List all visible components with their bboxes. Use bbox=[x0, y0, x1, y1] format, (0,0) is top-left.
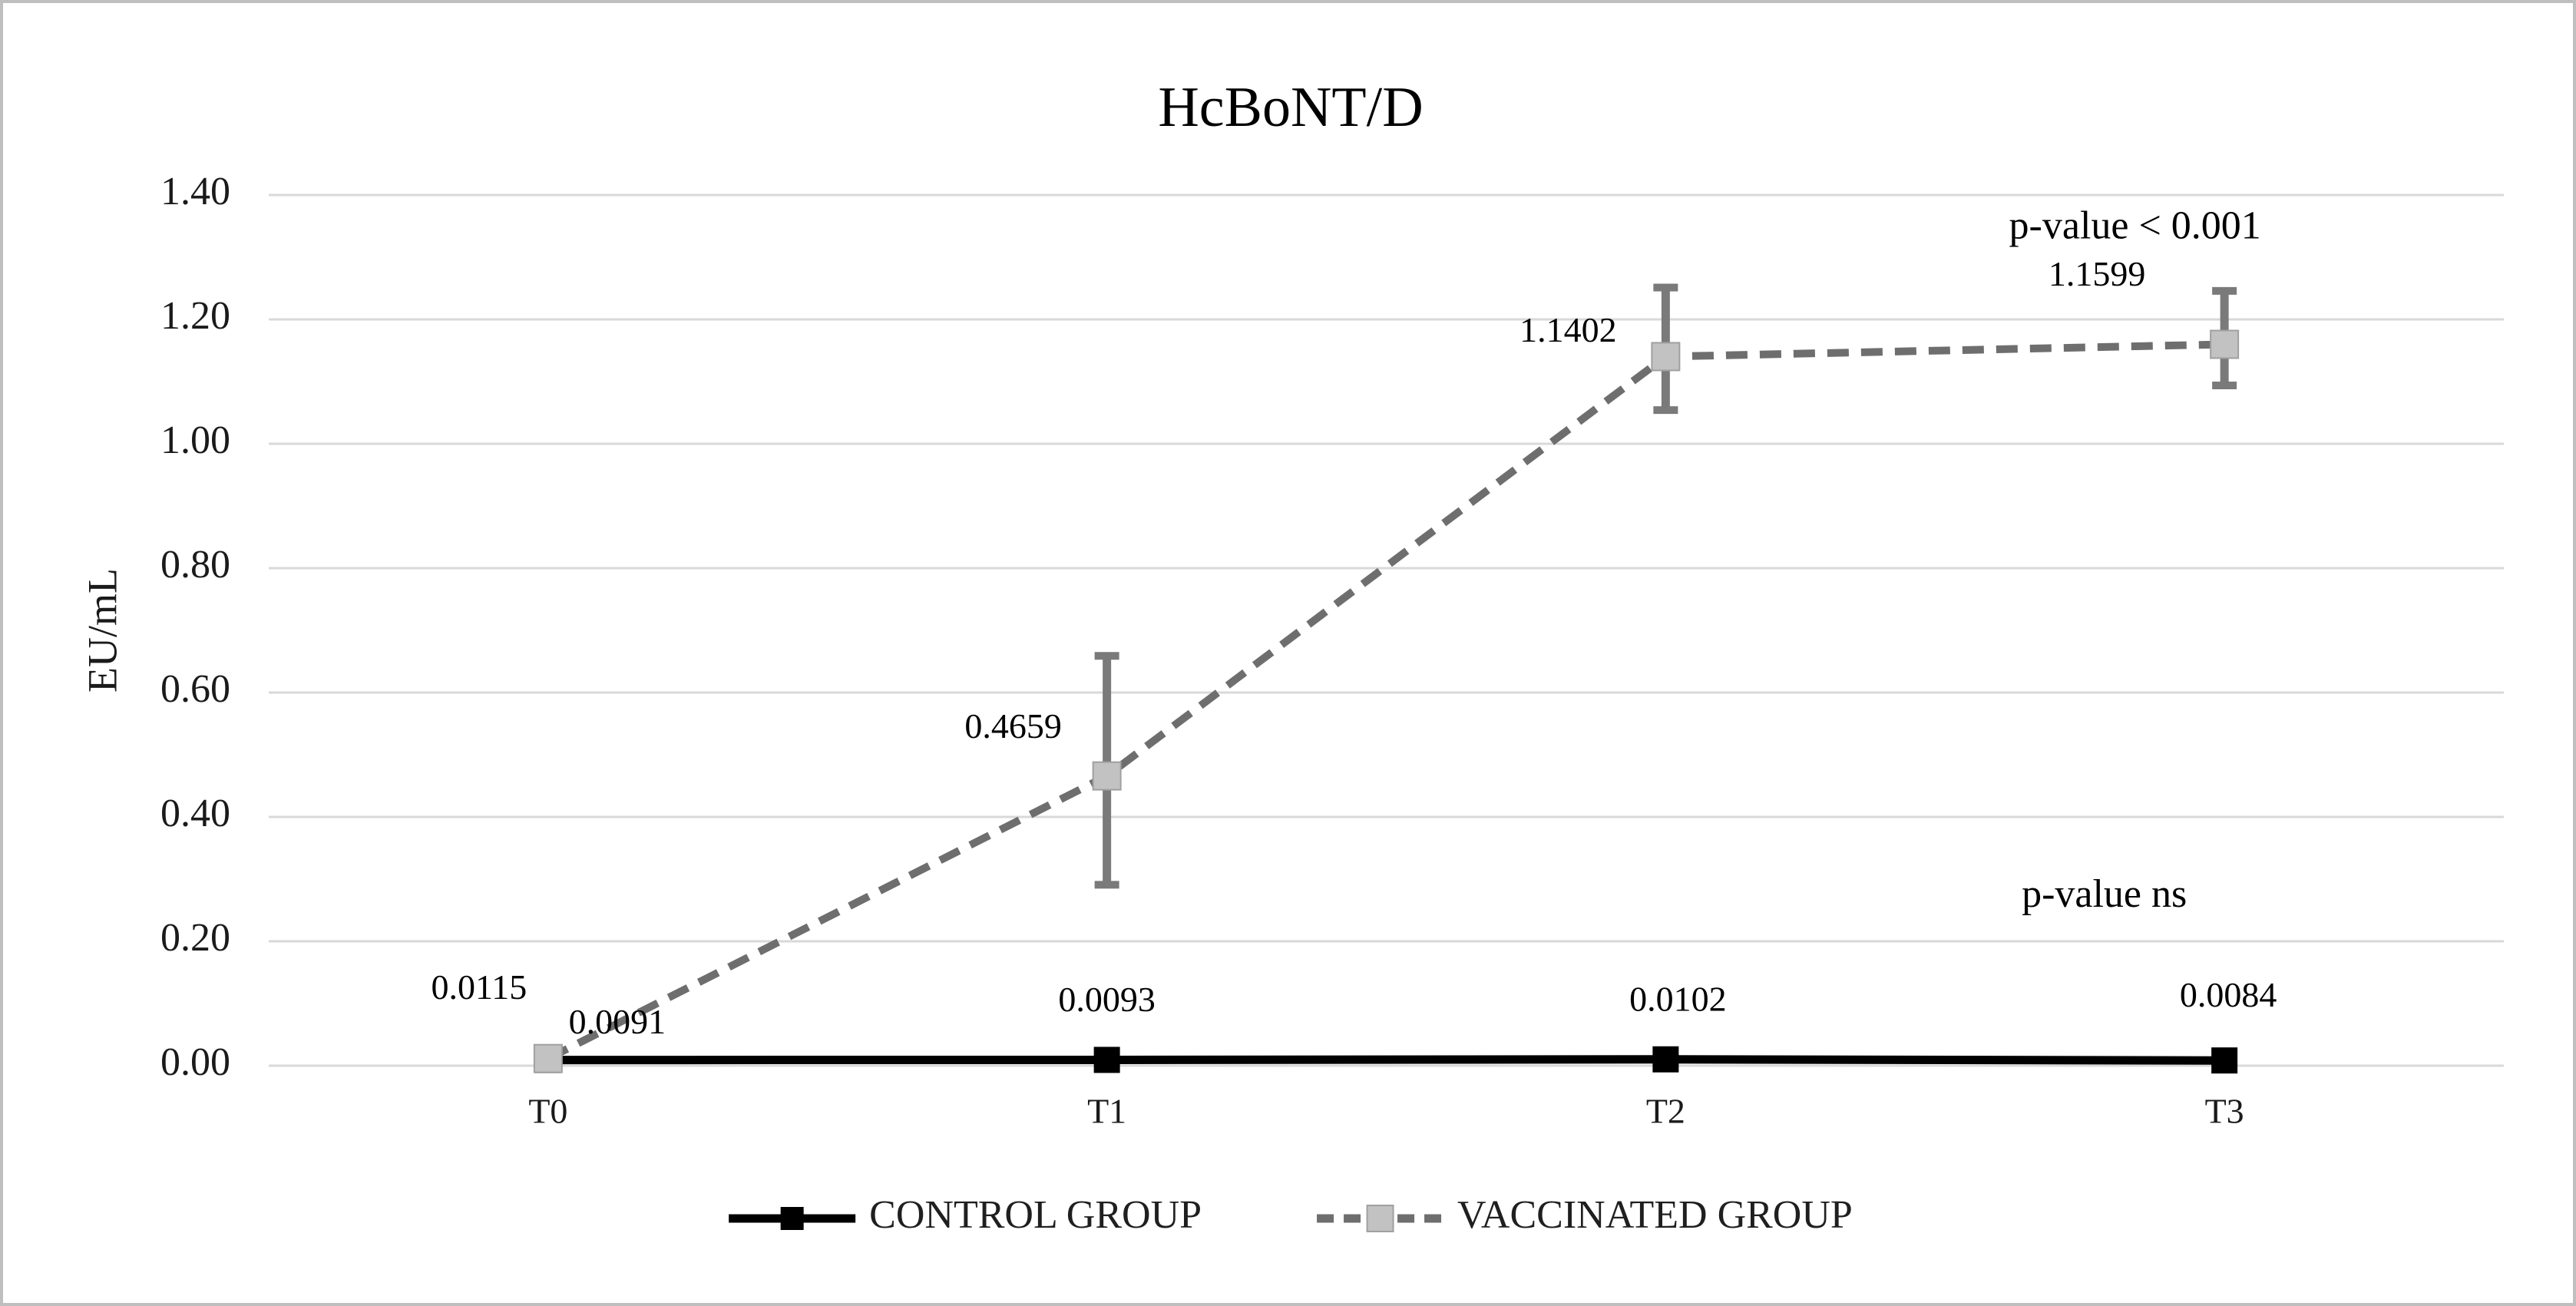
y-tick-label: 0.80 bbox=[160, 543, 230, 587]
x-tick-label: T3 bbox=[2205, 1092, 2244, 1131]
y-tick-label: 0.20 bbox=[160, 916, 230, 960]
legend-marker-swatch bbox=[780, 1207, 804, 1230]
vaccinated-marker bbox=[2210, 329, 2240, 359]
data-label: 0.0115 bbox=[431, 967, 527, 1007]
legend-item-control: CONTROL GROUP bbox=[729, 1193, 1202, 1237]
legend: CONTROL GROUP VACCINATED GROUP bbox=[729, 1193, 1853, 1237]
annotation: p-value < 0.001 bbox=[2009, 203, 2261, 247]
control-marker bbox=[1652, 1046, 1679, 1073]
legend-item-vaccinated: VACCINATED GROUP bbox=[1317, 1193, 1853, 1237]
vaccinated-data-labels: 0.0115 0.4659 1.1402 1.1599 bbox=[431, 254, 2145, 1007]
data-label: 1.1402 bbox=[1519, 310, 1617, 349]
legend-marker-swatch bbox=[1366, 1205, 1394, 1232]
control-series bbox=[534, 1046, 2238, 1074]
legend-label: VACCINATED GROUP bbox=[1457, 1193, 1853, 1237]
line-chart: 0.00 0.20 0.40 0.60 0.80 1.00 1.20 1.40 EU/mL HcB… bbox=[79, 76, 2504, 1237]
x-tick-label: T2 bbox=[1646, 1092, 1685, 1131]
y-tick-label: 1.00 bbox=[160, 418, 230, 462]
control-marker bbox=[2211, 1047, 2238, 1074]
control-marker bbox=[1093, 1046, 1120, 1073]
y-tick-label: 0.00 bbox=[160, 1040, 230, 1084]
vaccinated-series bbox=[533, 329, 2240, 1073]
data-label: 1.1599 bbox=[2049, 254, 2146, 293]
y-tick-label: 0.60 bbox=[160, 667, 230, 711]
control-data-labels: 0.0091 0.0093 0.0102 0.0084 bbox=[569, 975, 2277, 1041]
data-label: 0.0093 bbox=[1058, 980, 1156, 1019]
y-axis-ticks: 0.00 0.20 0.40 0.60 0.80 1.00 1.20 1.40 bbox=[160, 170, 230, 1084]
data-label: 0.0091 bbox=[569, 1002, 666, 1041]
y-tick-label: 1.20 bbox=[160, 294, 230, 338]
annotation: p-value ns bbox=[2022, 872, 2187, 916]
gridlines-group bbox=[269, 193, 2504, 1067]
error-bars-group bbox=[1094, 283, 2237, 889]
y-tick-label: 0.40 bbox=[160, 792, 230, 835]
data-label: 0.0084 bbox=[2180, 975, 2277, 1014]
x-axis-ticks: T0 T1 T2 T3 bbox=[528, 1092, 2244, 1131]
vaccinated-marker bbox=[1092, 761, 1122, 791]
data-label: 0.0102 bbox=[1629, 979, 1727, 1018]
vaccinated-marker bbox=[1651, 342, 1681, 372]
data-label: 0.4659 bbox=[964, 706, 1062, 746]
y-tick-label: 1.40 bbox=[160, 170, 230, 213]
legend-label: CONTROL GROUP bbox=[869, 1193, 1202, 1237]
x-tick-label: T0 bbox=[528, 1092, 567, 1131]
x-tick-label: T1 bbox=[1087, 1092, 1126, 1131]
vaccinated-marker bbox=[533, 1043, 563, 1073]
y-axis-title: EU/mL bbox=[79, 568, 125, 693]
annotations-group: p-value < 0.001 p-value ns bbox=[2009, 203, 2261, 916]
vaccinated-series-line bbox=[546, 340, 2225, 1063]
chart-title: HcBoNT/D bbox=[1158, 76, 1423, 139]
